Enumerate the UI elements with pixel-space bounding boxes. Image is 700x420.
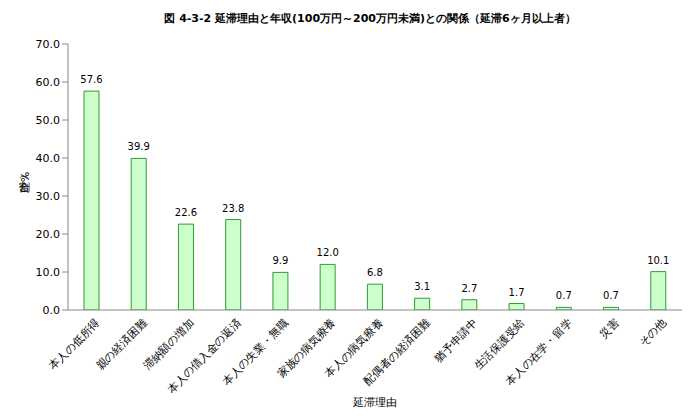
svg-text:生活保護受給: 生活保護受給 [471, 316, 528, 373]
svg-text:6.8: 6.8 [367, 267, 383, 278]
svg-text:猶予申請中: 猶予申請中 [432, 317, 480, 365]
svg-text:12.0: 12.0 [317, 247, 339, 258]
svg-text:20.0: 20.0 [36, 228, 61, 241]
svg-text:家族の病気療養: 家族の病気療養 [274, 316, 339, 381]
svg-text:60.0: 60.0 [36, 76, 61, 89]
svg-text:本人の低所得: 本人の低所得 [46, 316, 103, 373]
svg-text:滞納額の増加: 滞納額の増加 [140, 316, 197, 373]
svg-text:22.6: 22.6 [175, 207, 197, 218]
svg-text:30.0: 30.0 [36, 190, 61, 203]
svg-text:災害: 災害 [597, 317, 622, 342]
svg-text:57.6: 57.6 [80, 74, 102, 85]
svg-text:0.7: 0.7 [556, 290, 572, 301]
svg-text:本人の病気療養: 本人の病気療養 [322, 316, 386, 381]
svg-text:親の経済困難: 親の経済困難 [93, 316, 150, 373]
svg-text:50.0: 50.0 [36, 114, 61, 127]
svg-text:40.0: 40.0 [36, 152, 61, 165]
svg-text:延滞理由: 延滞理由 [352, 396, 397, 409]
svg-text:本人の借入金の返済: 本人の借入金の返済 [164, 316, 244, 396]
svg-text:3.1: 3.1 [414, 281, 430, 292]
svg-text:その他: その他 [636, 317, 669, 350]
svg-text:10.1: 10.1 [647, 255, 669, 266]
svg-text:本人の失業・無職: 本人の失業・無職 [219, 316, 292, 388]
svg-text:23.8: 23.8 [222, 203, 244, 214]
svg-text:39.9: 39.9 [128, 141, 150, 152]
svg-text:0.7: 0.7 [603, 290, 619, 301]
html-text:図 4-3-2 延滞理由と年収(100万円～200万円未満): 図 4-3-2 延滞理由と年収(100万円～200万円未満)との関係（延滞6ヶ月… [164, 12, 576, 25]
svg-text:10.0: 10.0 [36, 266, 61, 279]
svg-text:本人の在学・留学: 本人の在学・留学 [503, 317, 574, 388]
svg-text:9.9: 9.9 [272, 255, 288, 266]
svg-text:割合（%）: 割合（%） [18, 172, 31, 193]
svg-text:1.7: 1.7 [509, 287, 525, 298]
svg-text:2.7: 2.7 [461, 283, 477, 294]
svg-text:0.0: 0.0 [43, 304, 61, 317]
svg-text:70.0: 70.0 [36, 38, 61, 51]
svg-text:配偶者の経済困難: 配偶者の経済困難 [361, 317, 432, 388]
